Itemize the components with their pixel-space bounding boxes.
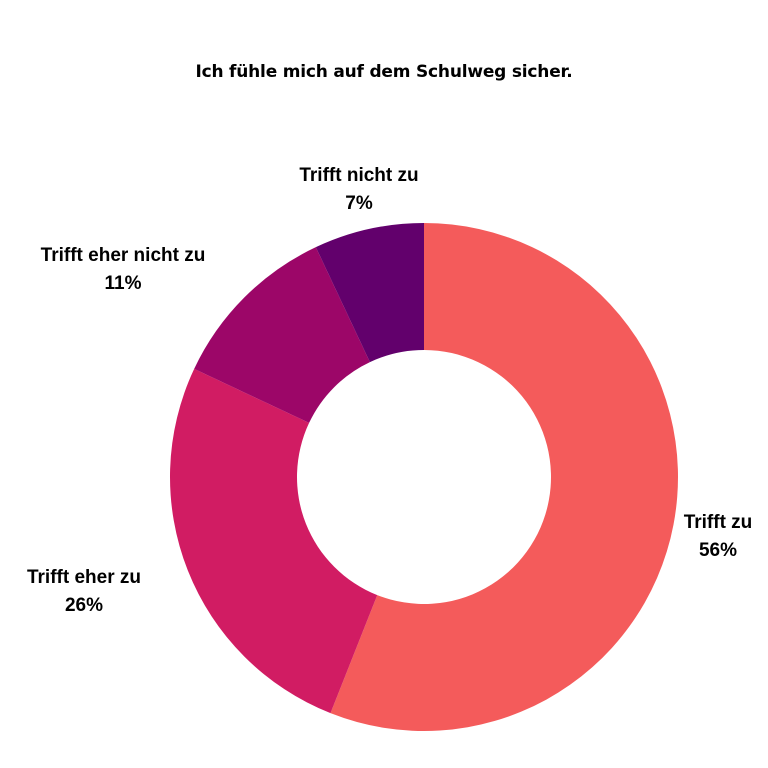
slice-label-trifft-eher-nicht-zu: Trifft eher nicht zu [41, 245, 206, 266]
slice-value-trifft-zu: 56% [699, 540, 737, 561]
chart-title: Ich fühle mich auf dem Schulweg sicher. [195, 62, 573, 82]
slice-value-trifft-nicht-zu: 7% [345, 193, 373, 214]
slice-trifft-nicht-zu [315, 223, 424, 363]
slice-trifft-eher-nicht-zu [194, 247, 370, 423]
slice-value-trifft-eher-zu: 26% [65, 595, 103, 616]
slice-trifft-zu [330, 223, 678, 731]
slice-label-trifft-eher-zu: Trifft eher zu [27, 567, 141, 588]
slice-value-trifft-eher-nicht-zu: 11% [105, 273, 142, 294]
slice-label-trifft-zu: Trifft zu [684, 512, 753, 533]
slice-label-trifft-nicht-zu: Trifft nicht zu [299, 165, 418, 186]
slice-trifft-eher-zu [170, 368, 378, 714]
